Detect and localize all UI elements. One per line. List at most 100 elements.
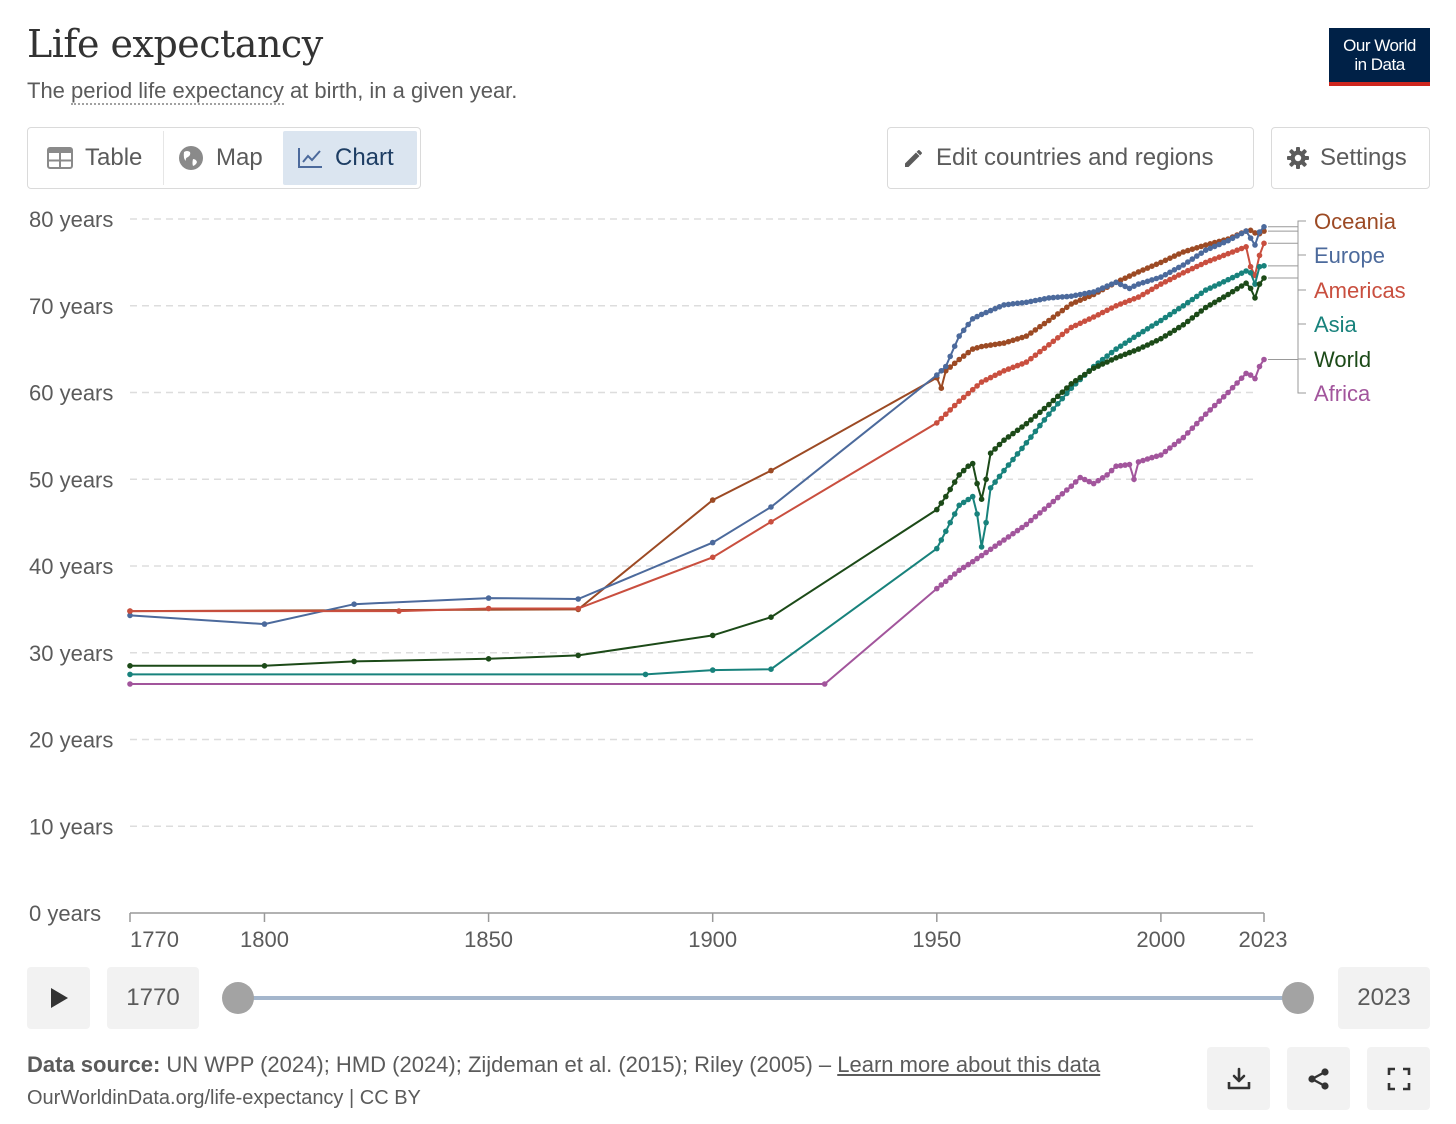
fullscreen-button[interactable] xyxy=(1367,1047,1430,1110)
data-point xyxy=(1108,349,1115,356)
download-button[interactable] xyxy=(1207,1047,1270,1110)
series-label[interactable]: World xyxy=(1314,347,1371,372)
data-point xyxy=(960,499,967,506)
data-point xyxy=(1202,247,1209,253)
data-point xyxy=(1028,417,1034,423)
series-americas[interactable] xyxy=(127,240,1267,614)
timeline-start-handle[interactable] xyxy=(222,982,254,1014)
data-point xyxy=(1202,304,1209,311)
data-point xyxy=(996,540,1003,546)
data-point xyxy=(1090,480,1097,487)
data-point xyxy=(1149,277,1155,283)
data-point xyxy=(992,305,998,312)
settings-label: Settings xyxy=(1320,144,1407,171)
series-label[interactable]: Asia xyxy=(1314,312,1358,337)
data-point xyxy=(1194,420,1200,427)
data-point xyxy=(1216,296,1222,303)
data-point xyxy=(1207,285,1213,291)
series-line xyxy=(129,226,1265,626)
data-point xyxy=(1032,428,1039,435)
data-point xyxy=(1113,346,1119,352)
data-point xyxy=(1041,296,1048,302)
series-label[interactable]: Americas xyxy=(1314,278,1406,303)
data-point xyxy=(1126,285,1133,292)
data-point xyxy=(1005,301,1012,308)
series-world[interactable] xyxy=(127,275,1267,669)
start-year[interactable]: 1770 xyxy=(107,967,199,1029)
data-point xyxy=(1117,277,1124,284)
series-oceania[interactable] xyxy=(127,227,1267,614)
data-point xyxy=(1028,434,1034,440)
data-point xyxy=(992,372,998,379)
tab-table[interactable]: Table xyxy=(31,131,161,185)
data-point xyxy=(1247,372,1254,378)
data-point xyxy=(1113,355,1119,361)
series-label[interactable]: Africa xyxy=(1314,381,1371,406)
data-point xyxy=(1144,342,1151,348)
data-point xyxy=(1167,269,1173,276)
data-point xyxy=(1167,445,1173,451)
view-tabs: Table Map Chart xyxy=(27,127,421,189)
timeline-end-handle[interactable] xyxy=(1282,982,1314,1014)
data-point xyxy=(1028,517,1034,524)
period-life-expectancy-link[interactable]: period life expectancy xyxy=(71,78,284,105)
x-tick-label: 1900 xyxy=(688,927,737,952)
data-point xyxy=(1095,312,1101,318)
owid-logo[interactable]: Our World in Data xyxy=(1329,28,1430,86)
series-europe[interactable] xyxy=(127,224,1267,627)
gear-icon xyxy=(1287,147,1309,169)
data-point xyxy=(987,485,994,491)
data-point xyxy=(1261,263,1267,269)
data-point xyxy=(951,479,958,485)
data-point xyxy=(947,364,953,370)
data-point xyxy=(1019,334,1025,341)
data-point xyxy=(956,502,962,509)
series-label[interactable]: Europe xyxy=(1314,243,1385,268)
x-tick-label: 1770 xyxy=(130,927,179,952)
end-year[interactable]: 2023 xyxy=(1338,967,1430,1029)
data-point xyxy=(1059,307,1066,314)
learn-more-link[interactable]: Learn more about this data xyxy=(837,1052,1101,1077)
tab-map[interactable]: Map xyxy=(163,131,281,185)
data-point xyxy=(1117,462,1124,469)
data-point xyxy=(1032,297,1039,304)
data-point xyxy=(1225,291,1231,298)
line-chart: 0 years 10 years 20 years 30 years 40 years 5… xyxy=(29,207,1406,952)
data-point xyxy=(956,472,962,478)
data-point xyxy=(1256,252,1263,259)
timeline-track[interactable] xyxy=(238,996,1298,1000)
share-button[interactable] xyxy=(1287,1047,1350,1110)
data-point xyxy=(1023,359,1030,365)
data-point xyxy=(1158,281,1164,287)
data-point xyxy=(1005,462,1012,468)
data-point xyxy=(1207,302,1213,308)
y-tick-label: 10 years xyxy=(29,814,113,839)
data-point xyxy=(974,511,980,517)
data-point xyxy=(575,596,581,602)
data-point xyxy=(978,343,985,350)
data-point xyxy=(1234,247,1240,253)
tab-chart[interactable]: Chart xyxy=(283,131,417,185)
play-icon xyxy=(50,988,68,1008)
source-url[interactable]: OurWorldinData.org/life-expectancy | CC … xyxy=(27,1087,421,1109)
data-point xyxy=(1234,272,1240,279)
data-point xyxy=(1019,424,1025,430)
data-point xyxy=(1055,393,1061,400)
data-point xyxy=(1144,326,1151,332)
play-button[interactable] xyxy=(27,967,90,1029)
series-line xyxy=(129,229,1265,613)
data-point xyxy=(1140,328,1146,335)
data-point xyxy=(1104,307,1110,314)
settings-button[interactable]: Settings xyxy=(1271,127,1430,189)
series-asia[interactable] xyxy=(127,263,1267,678)
data-point xyxy=(1117,343,1124,350)
data-point xyxy=(261,663,268,669)
data-point xyxy=(1256,263,1263,270)
data-point xyxy=(1037,422,1043,429)
data-point xyxy=(127,608,133,614)
data-point xyxy=(1140,267,1146,273)
series-label[interactable]: Oceania xyxy=(1314,209,1397,234)
series-africa[interactable] xyxy=(127,356,1267,687)
edit-countries-button[interactable]: Edit countries and regions xyxy=(887,127,1254,189)
data-point xyxy=(1176,324,1182,331)
